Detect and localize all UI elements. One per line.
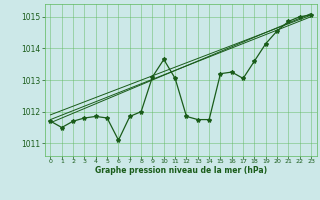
X-axis label: Graphe pression niveau de la mer (hPa): Graphe pression niveau de la mer (hPa): [95, 166, 267, 175]
